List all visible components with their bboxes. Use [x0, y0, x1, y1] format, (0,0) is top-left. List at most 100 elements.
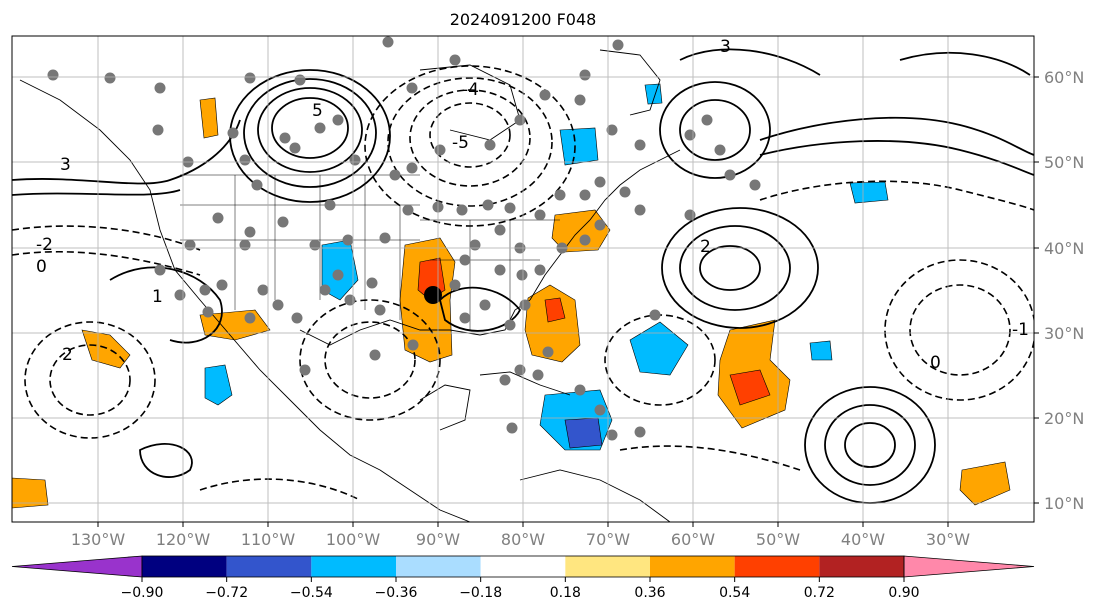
lon-label-110w: 110°W — [241, 530, 296, 549]
longitude-labels: 130°W 120°W 110°W 100°W 90°W 80°W 70°W 6… — [71, 530, 970, 549]
colorbar-tick-label: 0.36 — [634, 585, 665, 601]
latitude-labels: 60°N 50°N 40°N 30°N 20°N 10°N — [1044, 68, 1084, 513]
lat-label-50n: 50°N — [1044, 153, 1084, 172]
colorbar-extend-high — [903, 555, 1035, 578]
colorbar-tick-label: −0.90 — [121, 585, 164, 601]
dashed-north-1 — [759, 180, 1034, 211]
contour-label: -5 — [452, 133, 469, 153]
lat-label-10n: 10°N — [1044, 494, 1084, 513]
east-coast-contour — [439, 286, 522, 332]
lon-label-120w: 120°W — [156, 530, 211, 549]
positive-anomaly-bottom-left — [12, 477, 49, 509]
lat-label-20n: 20°N — [1044, 409, 1084, 428]
colorbar-tick-label: 0.54 — [719, 585, 750, 601]
negative-anomaly-atlantic — [629, 321, 689, 376]
contour-label: 2 — [700, 237, 711, 257]
atlantic-high-contour-2 — [679, 225, 791, 311]
east-atlantic-low-contour — [909, 284, 1011, 376]
contour-label: 0 — [36, 257, 47, 277]
colorbar-tick-label: 0.72 — [804, 585, 835, 601]
contour-label: 3 — [720, 37, 731, 57]
east-atlantic-low-contour-outer — [884, 259, 1034, 401]
strong-anomaly-se-coast — [544, 297, 566, 323]
lon-label-40w: 40°W — [841, 530, 885, 549]
jet-contour-2 — [12, 189, 181, 196]
pacific-contour — [139, 443, 193, 478]
contour-label: 2 — [62, 345, 73, 365]
contour-label: -1 — [1012, 320, 1029, 340]
hudson-low-contour-5 — [429, 102, 511, 168]
lat-label-40n: 40°N — [1044, 239, 1084, 258]
colorbar-labels: −0.90 −0.72 −0.54 −0.36 −0.18 0.18 0.36 0.54 0.7… — [121, 577, 920, 601]
north-atlantic-contour-outer — [659, 81, 771, 179]
axis-ticks — [97, 76, 1039, 527]
colorbar-tick-label: 0.90 — [888, 585, 919, 601]
lon-label-100w: 100°W — [326, 530, 381, 549]
colorbar-tick-label: 0.18 — [550, 585, 581, 601]
positive-anomaly-se-coast — [524, 284, 581, 363]
lat-label-30n: 30°N — [1044, 324, 1084, 343]
high-ridge-contour-3 — [243, 78, 377, 188]
colorbar-border — [141, 555, 905, 578]
atlantic-coast — [529, 149, 681, 301]
colorbar-swatch — [311, 556, 396, 577]
atlantic-high-contour-1 — [661, 207, 819, 329]
map-area: 1 2 3 5 0 -2 -4 -5 2 3 -1 0 — [12, 36, 1034, 522]
cuba — [479, 371, 571, 396]
gulf-low-contour — [324, 321, 416, 399]
jet-contour-3 — [759, 116, 1034, 156]
colorbar-swatch — [226, 556, 312, 577]
lon-label-50w: 50°W — [756, 530, 800, 549]
contour-label: 5 — [312, 101, 323, 121]
negative-anomaly-greenland — [644, 83, 663, 105]
dashed-south-2 — [199, 478, 361, 501]
lat-label-60n: 60°N — [1044, 68, 1084, 87]
positive-anomaly-midatlantic — [551, 209, 611, 253]
hudson-low-contour-4 — [409, 89, 531, 187]
far-east-contour — [899, 51, 1031, 76]
colorbar-swatch — [142, 556, 227, 577]
positive-anomaly-east-atlantic — [959, 461, 1011, 506]
colorbar-swatch — [565, 556, 650, 577]
contour-label: -2 — [36, 235, 53, 255]
contour-label: 0 — [930, 353, 941, 373]
lat-lon-grid — [12, 36, 1034, 522]
negative-anomaly-east — [849, 181, 889, 204]
mexico-contour — [109, 266, 223, 344]
strong-anomaly-central-atlantic — [729, 369, 771, 406]
negative-anomaly-newfoundland — [559, 127, 599, 166]
positive-anomaly-pacific — [81, 329, 131, 369]
dashed-jet-1 — [12, 225, 201, 251]
colorbar-tick-label: −0.54 — [290, 585, 333, 601]
positive-anomaly-canada — [199, 97, 219, 139]
colorbar-swatch — [734, 556, 820, 577]
lon-label-60w: 60°W — [671, 530, 715, 549]
subtropical-contour-2 — [824, 404, 916, 486]
lon-label-90w: 90°W — [416, 530, 460, 549]
negative-anomaly-small — [809, 340, 833, 361]
colorbar-swatch — [480, 556, 566, 577]
contour-label: 1 — [152, 287, 163, 307]
dashed-jet-2 — [12, 250, 201, 276]
map-title: 2024091200 F048 — [450, 10, 597, 29]
contour-label: -4 — [462, 80, 479, 100]
atlantic-high-contour-3 — [699, 245, 761, 291]
contour-label: 3 — [60, 155, 71, 175]
strong-negative-caribbean — [564, 417, 603, 449]
dashed-south-1 — [619, 445, 801, 471]
lon-label-30w: 30°W — [926, 530, 970, 549]
subtropical-contour-3 — [844, 422, 896, 468]
greenland — [599, 49, 661, 116]
lon-label-70w: 70°W — [586, 530, 630, 549]
colorbar-extend-low — [11, 555, 143, 578]
dashed-contours — [12, 65, 1034, 501]
pacific-low-contour — [49, 344, 131, 416]
north-contour — [679, 48, 821, 76]
colorbar-tick-label: −0.36 — [375, 585, 418, 601]
colorbar-swatch — [819, 556, 904, 577]
yucatan — [419, 384, 471, 431]
jet-contour-1 — [12, 119, 241, 185]
lon-label-80w: 80°W — [501, 530, 545, 549]
north-atlantic-contour — [679, 99, 751, 161]
